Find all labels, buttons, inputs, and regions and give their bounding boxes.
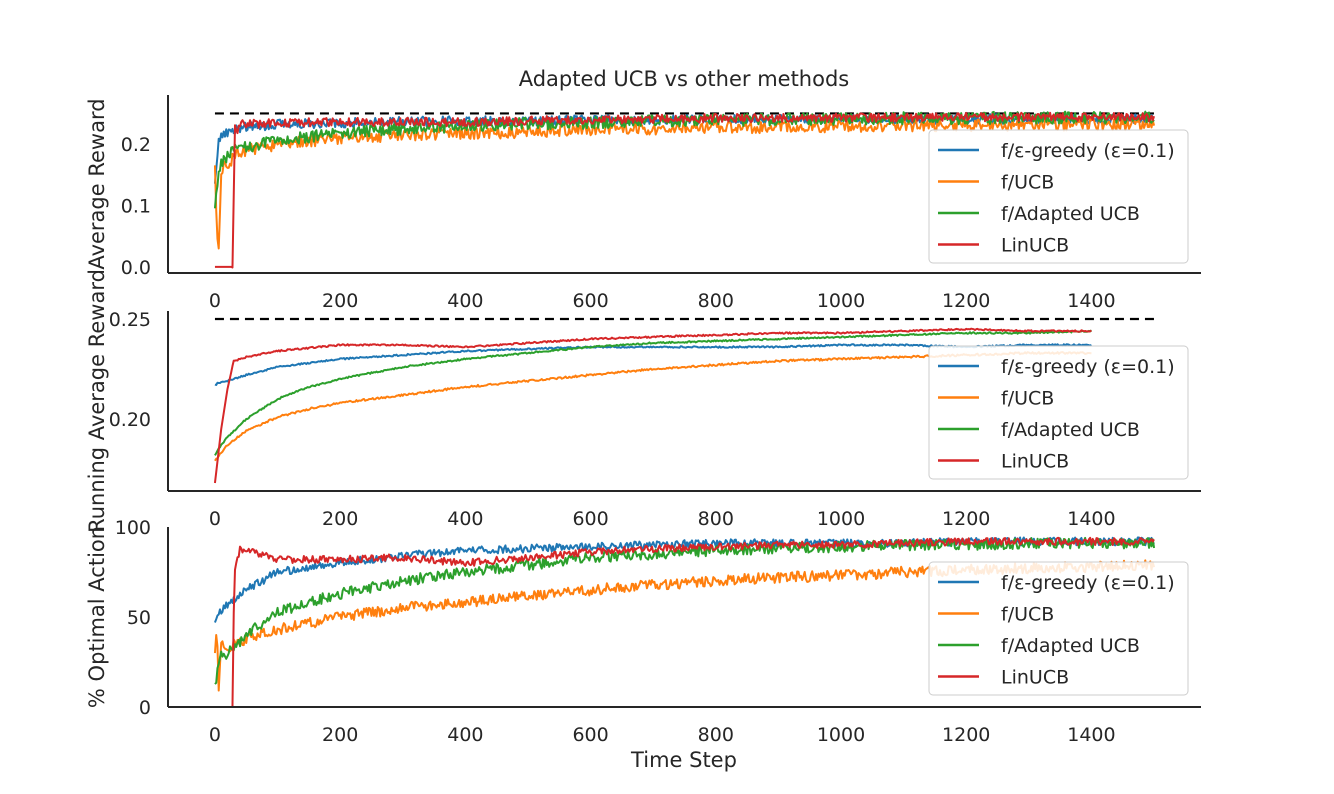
legend: f/ε-greedy (ε=0.1) f/UCB f/Adapted UCB LinU… [928, 345, 1189, 480]
x-tick-label: 400 [447, 508, 483, 530]
legend-label-linucb: LinUCB [1001, 235, 1069, 257]
legend-label-f-greedy-0-1: f/ε-greedy (ε=0.1) [1001, 356, 1175, 378]
legend-box [928, 561, 1189, 696]
y-axis-label: % Optimal Action [85, 526, 109, 708]
subplots: 0 200 400 600 800 1000 1200 14000.00.10.2Averag… [85, 95, 1201, 746]
x-tick-label: 1000 [817, 508, 865, 530]
legend-box [928, 345, 1189, 480]
y-tick-label: 0.1 [121, 195, 151, 217]
y-tick-label: 0.25 [109, 309, 151, 331]
legend-label-f-greedy-0-1: f/ε-greedy (ε=0.1) [1001, 572, 1175, 594]
legend-box [928, 129, 1189, 264]
x-tick-label: 1400 [1067, 724, 1115, 746]
x-tick-label: 1200 [942, 724, 990, 746]
x-tick-label: 1400 [1067, 290, 1115, 312]
y-tick-label: 0.2 [121, 134, 151, 156]
legend-label-linucb: LinUCB [1001, 667, 1069, 689]
series-line-linucb [213, 327, 1092, 484]
x-tick-label: 400 [447, 290, 483, 312]
x-tick-label: 400 [447, 724, 483, 746]
subplot-1: 0 200 400 600 800 1000 1200 1400 0.0 0.1 0.2 Averag… [85, 95, 1201, 312]
subplot-3: 0 200 400 600 800 1000 1200 1400 0 50 100 % Optimal… [85, 517, 1201, 746]
series-line-f-adapted-ucb [214, 329, 1093, 456]
legend: f/ε-greedy (ε=0.1) f/UCB f/Adapted UCB LinU… [928, 129, 1189, 264]
legend-label-f-adapted-ucb: f/Adapted UCB [1001, 203, 1140, 225]
x-tick-label: 1000 [817, 290, 865, 312]
x-tick-label: 200 [322, 724, 358, 746]
x-tick-label: 600 [572, 290, 608, 312]
x-tick-label: 600 [572, 508, 608, 530]
y-axis-label: Average Reward [85, 98, 109, 269]
x-axis-label: Time Step [630, 748, 737, 772]
x-tick-label: 600 [572, 724, 608, 746]
legend-label-f-adapted-ucb: f/Adapted UCB [1001, 635, 1140, 657]
x-tick-label: 1400 [1067, 508, 1115, 530]
chart-title: Adapted UCB vs other methods [519, 67, 850, 91]
x-tick-label: 800 [698, 508, 734, 530]
x-tick-label: 0 [209, 508, 221, 530]
y-tick-label: 100 [115, 517, 151, 539]
legend-label-f-adapted-ucb: f/Adapted UCB [1001, 419, 1140, 441]
x-tick-label: 0 [209, 724, 221, 746]
legend-label-f-greedy-0-1: f/ε-greedy (ε=0.1) [1001, 140, 1175, 162]
x-tick-label: 1000 [817, 724, 865, 746]
y-tick-label: 0 [139, 697, 151, 719]
legend-label-linucb: LinUCB [1001, 451, 1069, 473]
y-tick-label: 0.20 [109, 409, 151, 431]
x-tick-label: 800 [698, 724, 734, 746]
x-tick-label: 1200 [942, 290, 990, 312]
x-tick-label: 0 [209, 290, 221, 312]
legend-label-f-ucb: f/UCB [1001, 172, 1054, 194]
x-tick-label: 200 [322, 290, 358, 312]
x-tick-label: 1200 [942, 508, 990, 530]
series-line-linucb [214, 536, 1155, 708]
y-tick-label: 0.0 [121, 257, 151, 279]
series-line-linucb [214, 111, 1156, 269]
x-tick-label: 800 [698, 290, 734, 312]
legend-label-f-ucb: f/UCB [1001, 388, 1054, 410]
legend-label-f-ucb: f/UCB [1001, 604, 1054, 626]
y-tick-label: 50 [127, 607, 151, 629]
y-axis-label: Running Average Reward [85, 269, 109, 533]
subplot-2: 0 200 400 600 800 1000 1200 1400 0.20 0.25Running… [85, 269, 1201, 533]
legend: f/ε-greedy (ε=0.1) f/UCB f/Adapted UCB LinU… [928, 561, 1189, 696]
series-line-f-adapted-ucb [213, 110, 1155, 209]
x-tick-label: 200 [322, 508, 358, 530]
